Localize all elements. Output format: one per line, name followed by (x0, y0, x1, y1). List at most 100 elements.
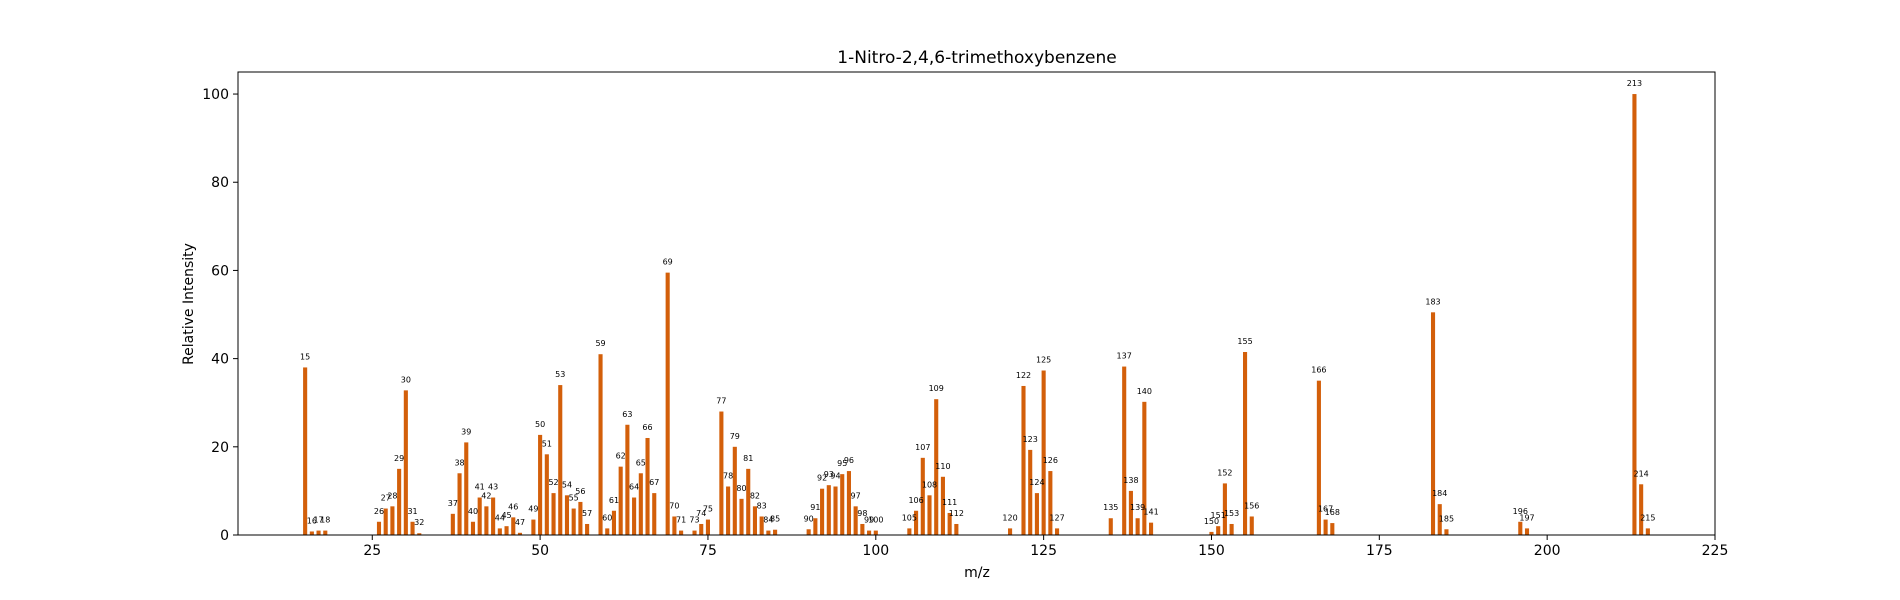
peak-bar (538, 434, 543, 535)
peak-label: 124 (1029, 478, 1044, 487)
peak-bar (752, 506, 757, 535)
y-axis: 0 20 40 60 80 100 (202, 87, 238, 544)
peak-label: 43 (488, 483, 498, 492)
peak-bar (705, 519, 710, 535)
peak-label: 108 (922, 480, 937, 489)
peak-label: 153 (1224, 509, 1239, 518)
peak-label: 127 (1049, 513, 1064, 522)
peak-bar (826, 485, 831, 535)
peak-bar (947, 512, 952, 535)
peak-bar (1243, 352, 1248, 535)
peak-bar (873, 530, 878, 535)
y-tick-label: 0 (220, 528, 229, 544)
peak-bar (397, 468, 402, 535)
peak-bar (1316, 380, 1321, 535)
peak-label: 66 (642, 423, 652, 432)
peak-label: 123 (1023, 435, 1038, 444)
peak-bar (766, 530, 771, 535)
peak-label: 75 (703, 505, 713, 514)
peak-bar (732, 446, 737, 535)
peak-label: 184 (1432, 489, 1447, 498)
peak-bar (759, 516, 764, 535)
peak-bar (1034, 493, 1039, 535)
x-tick-label: 200 (1534, 543, 1561, 559)
peak-bar (598, 354, 603, 535)
peak-bar (309, 531, 314, 535)
peak-label: 135 (1103, 503, 1118, 512)
peak-label: 54 (562, 480, 572, 489)
peak-bar (679, 530, 684, 535)
peak-label: 29 (394, 454, 404, 463)
peak-bar (860, 523, 865, 535)
peak-bar (1518, 521, 1523, 535)
peak-label: 67 (649, 478, 659, 487)
peak-label: 110 (935, 462, 950, 471)
peak-label: 44 (495, 513, 505, 522)
peak-bar (867, 530, 872, 535)
x-tick-label: 175 (1366, 543, 1393, 559)
peak-bar (517, 532, 523, 535)
peak-label: 91 (810, 503, 820, 512)
peak-bar (417, 533, 422, 535)
peak-label: 213 (1627, 79, 1642, 88)
peak-label: 61 (609, 496, 619, 505)
peak-bar (323, 530, 328, 535)
peak-bar (1149, 522, 1154, 535)
peak-bar (1041, 370, 1046, 535)
peak-label: 120 (1002, 513, 1017, 522)
peak-bar (477, 497, 482, 535)
peak-label: 26 (374, 507, 384, 516)
peak-bar (1632, 94, 1637, 536)
peak-label: 126 (1043, 456, 1058, 465)
peak-label: 81 (743, 454, 753, 463)
peak-label: 140 (1137, 387, 1152, 396)
peak-label: 141 (1143, 508, 1158, 517)
peak-label: 79 (730, 432, 740, 441)
peak-bar (1008, 528, 1013, 535)
x-axis-title: m/z (964, 565, 990, 581)
peak-label: 53 (555, 370, 565, 379)
peak-label: 56 (575, 487, 585, 496)
peak-bar (672, 516, 677, 535)
peak-label: 55 (569, 494, 579, 503)
peak-label: 111 (942, 498, 957, 507)
peak-label: 63 (622, 410, 632, 419)
peak-bar (813, 518, 818, 535)
peak-bar (699, 523, 704, 535)
peak-label: 100 (868, 516, 883, 525)
peak-label: 51 (542, 439, 552, 448)
chart-title: 1-Nitro-2,4,6-trimethoxybenzene (837, 48, 1116, 68)
peak-label: 65 (636, 458, 646, 467)
peak-label: 78 (723, 472, 733, 481)
peak-bar (940, 476, 945, 535)
peak-label: 32 (414, 518, 424, 527)
peak-bar (907, 528, 912, 535)
peak-bar (692, 530, 697, 535)
peak-label: 151 (1211, 511, 1226, 520)
peak-label: 107 (915, 443, 930, 452)
peak-label: 155 (1237, 337, 1252, 346)
peak-label: 18 (320, 516, 330, 525)
peak-bar (605, 528, 610, 535)
peak-label: 52 (548, 478, 558, 487)
peak-bar (564, 495, 570, 535)
peak-label: 95 (837, 459, 847, 468)
y-axis-title: Relative Intensity (181, 243, 197, 365)
peak-bar (1028, 449, 1033, 535)
peak-bar (1108, 518, 1113, 535)
peak-label: 105 (902, 513, 917, 522)
peak-bar (1437, 504, 1442, 535)
peak-bar (403, 390, 408, 535)
peak-label: 97 (851, 491, 861, 500)
peak-label: 196 (1513, 507, 1528, 516)
peak-bar (1229, 523, 1234, 535)
peak-label: 156 (1244, 501, 1259, 510)
peak-bar (376, 521, 382, 535)
peak-bar (544, 454, 549, 535)
peak-label: 214 (1634, 469, 1649, 478)
peak-label: 96 (844, 456, 854, 465)
peak-label: 50 (535, 420, 545, 429)
peak-bar (665, 272, 670, 535)
peak-bar (383, 508, 388, 535)
peak-bar (1209, 531, 1214, 535)
